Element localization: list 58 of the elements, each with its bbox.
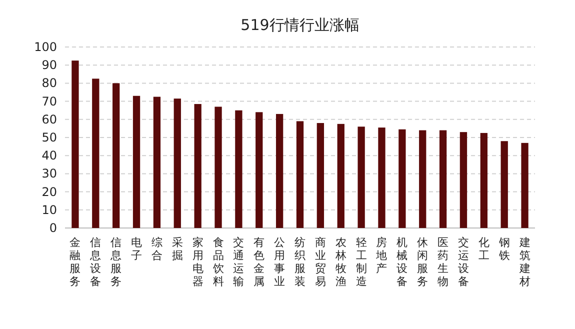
bar (460, 132, 468, 228)
x-tick-label: 商业贸易 (314, 236, 326, 288)
x-tick-label: 房地产 (375, 236, 388, 275)
x-tick-label: 纺织服装 (294, 236, 306, 288)
x-tick-label: 农林牧渔 (334, 236, 346, 288)
bar (92, 78, 100, 228)
bar (521, 142, 528, 228)
y-tick-label: 0 (49, 221, 57, 235)
bar (194, 104, 202, 228)
x-tick-label: 金融服务 (70, 236, 81, 288)
x-tick-label: 医药生物 (438, 236, 449, 288)
x-tick-label: 化工 (478, 236, 490, 262)
bar (378, 128, 386, 228)
bar (276, 114, 284, 228)
y-tick-label: 80 (42, 76, 57, 90)
bar (256, 112, 263, 228)
y-tick-label: 60 (42, 112, 57, 126)
y-tick-label: 100 (34, 40, 57, 54)
chart-title: 519行情行业涨幅 (240, 16, 360, 34)
x-tick-label: 信息服务 (110, 236, 122, 288)
x-tick-label: 交运设备 (458, 236, 469, 288)
y-tick-label: 10 (42, 202, 57, 217)
x-tick-label: 综合 (151, 236, 162, 262)
x-tick-label: 机械设备 (396, 236, 408, 288)
y-tick-label: 90 (42, 58, 57, 72)
bar (132, 96, 140, 228)
bar (112, 83, 120, 228)
x-tick-label: 有色金属 (254, 236, 265, 288)
bar (316, 123, 324, 228)
x-tick-label: 公用事业 (274, 236, 286, 288)
bar (337, 124, 344, 228)
bar (419, 130, 426, 228)
y-tick-label: 20 (42, 184, 57, 199)
bar (235, 110, 242, 228)
y-tick-label: 70 (42, 94, 57, 108)
bar (174, 98, 181, 228)
bar (214, 106, 222, 228)
bar (153, 96, 161, 228)
y-tick-label: 50 (42, 130, 57, 144)
y-tick-label: 40 (42, 148, 57, 163)
x-tick-label: 采掘 (172, 236, 183, 262)
x-tick-label: 轻工制造 (356, 236, 367, 288)
bar (398, 129, 406, 228)
y-tick-label: 30 (42, 166, 57, 181)
x-tick-label: 家用电器 (192, 236, 204, 288)
bar (480, 132, 488, 228)
bar (72, 60, 79, 228)
x-tick-label: 钢铁 (498, 236, 510, 262)
bar (439, 130, 447, 228)
bar (500, 141, 508, 228)
x-tick-label: 信息设备 (89, 236, 102, 288)
x-tick-label: 电子 (131, 236, 142, 262)
x-tick-label: 休闲服务 (417, 236, 428, 288)
x-tick-label: 交通运输 (233, 236, 244, 288)
x-tick-label: 食品饮料 (212, 236, 224, 288)
bar (358, 126, 365, 228)
x-tick-label: 建筑建材 (518, 236, 530, 288)
bar (296, 121, 304, 228)
